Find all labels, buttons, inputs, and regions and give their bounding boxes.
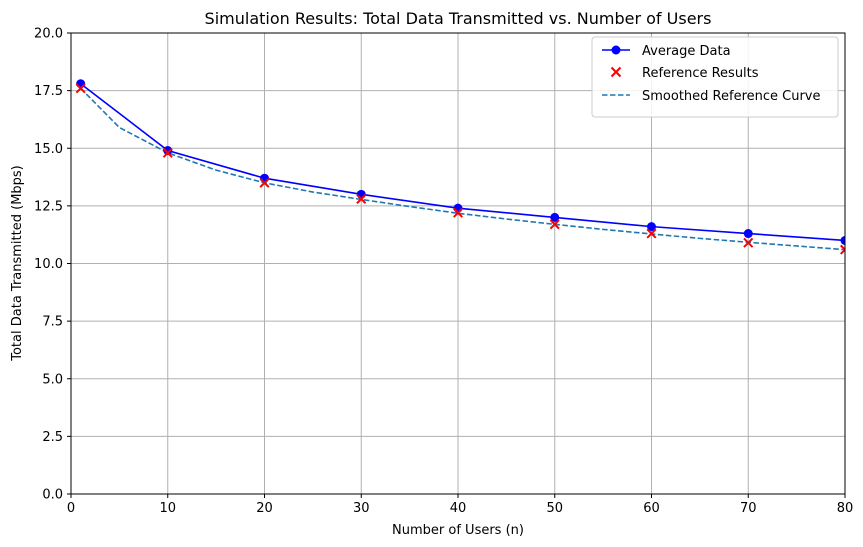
legend-marker-average-data	[611, 45, 621, 55]
reference-result-stroke	[75, 83, 86, 94]
x-tick-label: 60	[643, 501, 660, 516]
y-axis-label: Total Data Transmitted (Mbps)	[10, 165, 25, 362]
reference-result-stroke	[259, 177, 270, 188]
chart-title: Simulation Results: Total Data Transmitt…	[205, 9, 712, 28]
x-tick-label: 40	[450, 501, 467, 516]
x-tick-label: 30	[353, 501, 370, 516]
x-tick-label: 0	[67, 501, 75, 516]
y-tick-label: 2.5	[42, 430, 63, 445]
average-data-point	[76, 79, 86, 89]
x-tick-label: 10	[159, 501, 176, 516]
y-tick-label: 10.0	[34, 257, 63, 272]
y-tick-label: 12.5	[34, 199, 63, 214]
x-axis-label: Number of Users (n)	[392, 523, 524, 538]
y-tick-label: 5.0	[42, 372, 63, 387]
legend-label-average-data: Average Data	[642, 44, 731, 59]
legend-label-reference-results: Reference Results	[642, 66, 759, 81]
x-tick-label: 20	[256, 501, 273, 516]
reference-result-stroke	[743, 237, 754, 248]
y-tick-label: 20.0	[34, 27, 63, 42]
series-smoothed-reference-curve-line	[80, 87, 845, 251]
average-data-point	[356, 189, 366, 199]
reference-result-stroke	[356, 193, 367, 204]
average-data-point	[260, 173, 269, 183]
average-data-point	[743, 229, 753, 239]
reference-result-marker	[75, 83, 86, 94]
average-data-point	[453, 203, 463, 213]
reference-result-stroke	[839, 248, 845, 255]
legend-box	[591, 36, 839, 118]
reference-result-stroke	[162, 147, 173, 158]
y-tick-label: 7.5	[42, 315, 63, 330]
reference-result-marker	[743, 237, 754, 248]
reference-result-marker	[356, 193, 367, 204]
average-data-point	[163, 146, 173, 156]
average-data-point	[840, 235, 845, 245]
plot-area	[75, 79, 845, 255]
reference-result-stroke	[646, 228, 657, 239]
y-tick-label: 17.5	[34, 84, 63, 99]
reference-result-stroke	[452, 207, 464, 218]
x-tick-label: 50	[546, 501, 563, 516]
reference-result-marker	[549, 219, 560, 230]
x-tick-label: 80	[837, 501, 854, 516]
reference-result-marker	[259, 177, 270, 188]
legend: Average Data Reference Results Smoothed …	[591, 36, 839, 118]
y-tick-label: 15.0	[34, 142, 63, 157]
reference-result-stroke	[549, 219, 560, 230]
reference-result-stroke	[839, 244, 845, 252]
series-layer	[75, 79, 845, 255]
reference-result-marker	[452, 207, 464, 218]
legend-marker-reference-results	[610, 66, 622, 78]
reference-result-marker	[646, 228, 657, 239]
legend-label-smoothed-reference-curve: Smoothed Reference Curve	[642, 89, 821, 104]
reference-result-marker	[839, 244, 845, 255]
reference-result-marker	[162, 147, 173, 158]
y-tick-label: 0.0	[42, 488, 63, 503]
average-data-point	[550, 212, 560, 222]
average-data-point	[647, 222, 656, 232]
ticks: 0 10 20 30 40 50 60 70 80 0.0 2.5 5.0 7.5 10.0 12.5 15.…	[34, 27, 853, 517]
x-tick-label: 70	[740, 501, 757, 516]
